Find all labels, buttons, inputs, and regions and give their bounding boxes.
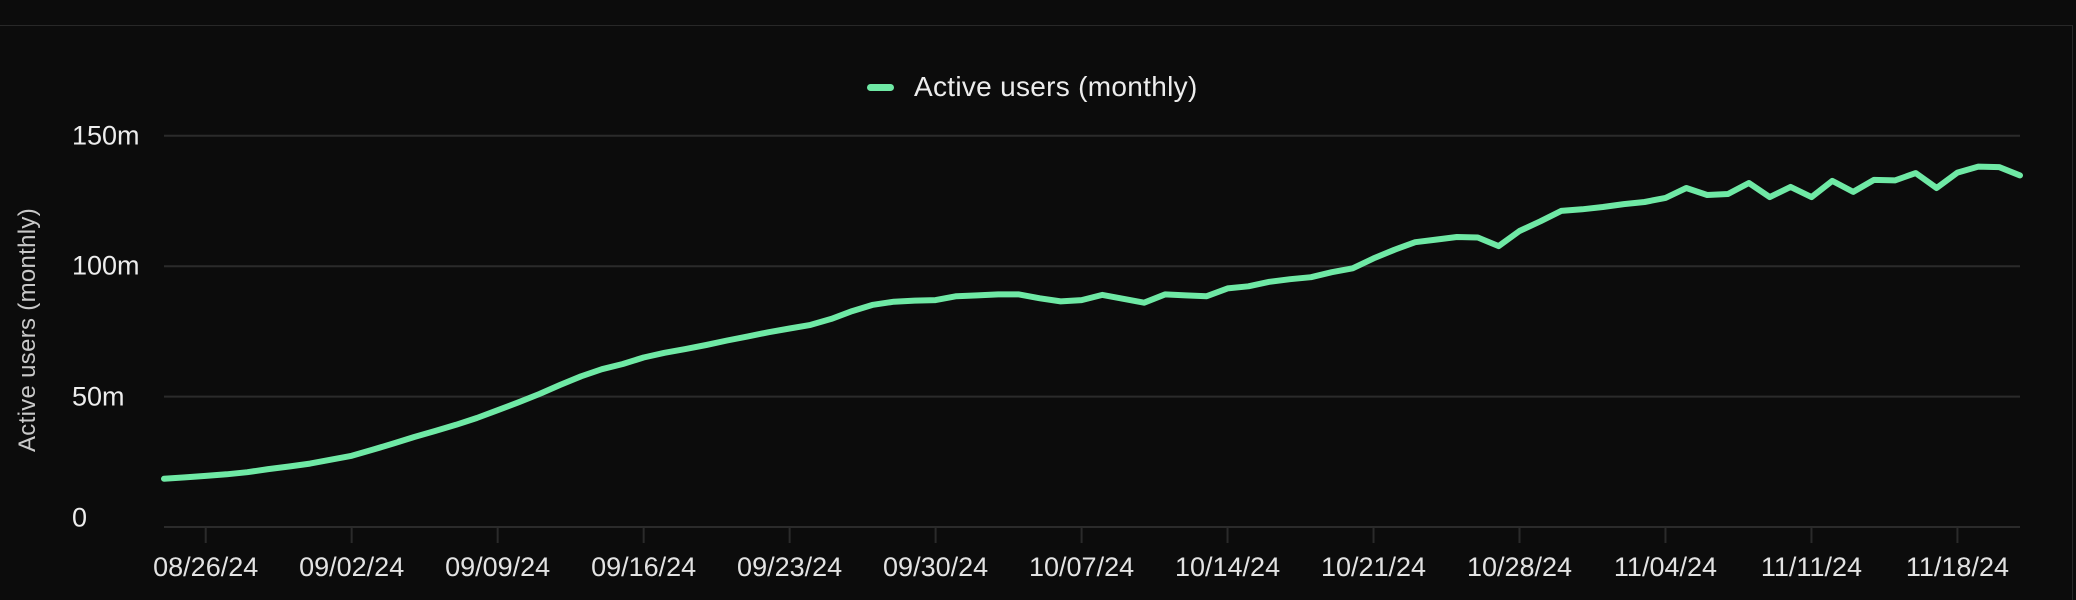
legend-label: Active users (monthly)	[914, 71, 1198, 102]
x-tick-label: 10/21/24	[1320, 552, 1427, 582]
y-tick-label: 100m	[72, 250, 140, 281]
y-tick-label: 0	[72, 502, 88, 533]
x-tick-label: 09/30/24	[883, 552, 989, 582]
panel-top-border	[0, 25, 2073, 26]
x-tick-label: 11/04/24	[1613, 552, 1718, 582]
x-tick-label: 11/11/24	[1760, 552, 1862, 582]
x-tick-label: 09/02/24	[299, 552, 405, 582]
x-tick-label: 10/07/24	[1029, 552, 1135, 582]
x-tick-label: 09/23/24	[737, 552, 843, 582]
x-tick-label: 10/28/24	[1466, 552, 1573, 582]
x-tick-label: 08/26/24	[153, 552, 259, 582]
legend-line-icon	[867, 83, 894, 91]
y-axis-title: Active users (monthly)	[14, 208, 41, 452]
y-tick-label: 50m	[72, 381, 125, 412]
panel-right-border	[2072, 25, 2073, 600]
x-tick-label: 10/14/24	[1174, 552, 1281, 582]
series-line	[161, 163, 2023, 482]
legend[interactable]: Active users (monthly)	[867, 68, 1198, 106]
y-tick-label: 150m	[72, 120, 140, 151]
x-tick-label: 09/16/24	[591, 552, 697, 582]
x-tick-label: 11/18/24	[1905, 552, 2009, 582]
x-tick-label: 09/09/24	[445, 552, 551, 582]
